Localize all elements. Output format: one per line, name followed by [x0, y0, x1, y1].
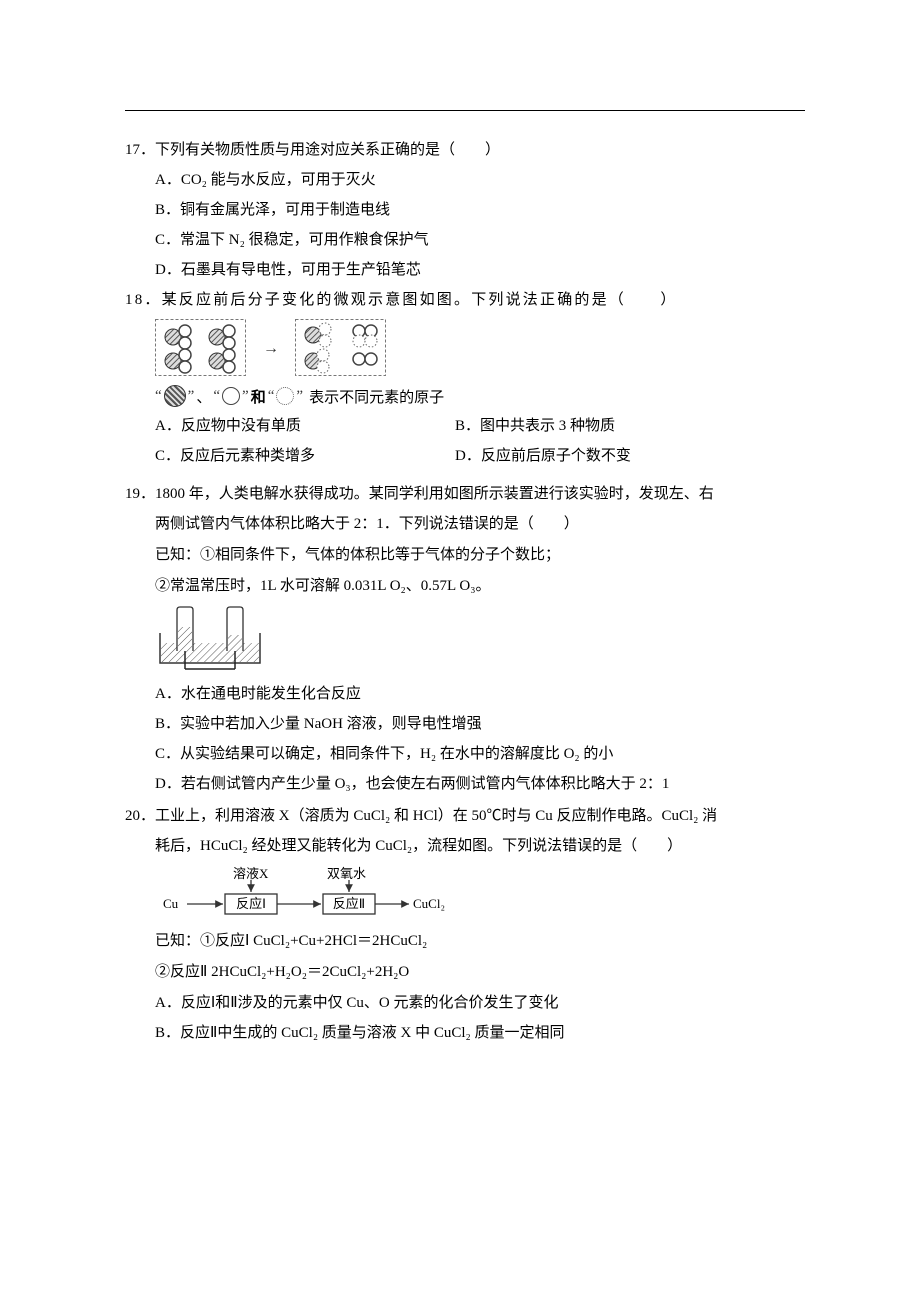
q18-legend-and: 和	[251, 386, 266, 407]
q19-known-2: ②常温常压时，1L 水可溶解 0.031L O₂、0.57L O₃。	[125, 571, 805, 602]
q18-legend-quote-open-2: “	[213, 388, 220, 405]
q18-legend-text: 表示不同元素的原子	[309, 386, 444, 407]
svg-text:双氧水: 双氧水	[327, 866, 366, 881]
q17-opt-b: B．铜有金属光泽，可用于制造电线	[125, 195, 805, 225]
q17-stem: 17．下列有关物质性质与用途对应关系正确的是（ ）	[125, 135, 805, 165]
q19-opt-c: C．从实验结果可以确定，相同条件下，H₂ 在水中的溶解度比 O₂ 的小	[125, 739, 805, 769]
q18-legend-quote-close-3: ”	[296, 388, 303, 405]
q19-stem-line1: 19．1800 年，人类电解水获得成功。某同学利用如图所示装置进行该实验时，发现…	[125, 479, 805, 509]
q18-opt-a: A．反应物中没有单质	[155, 411, 455, 441]
hatched-atom-icon	[164, 385, 186, 407]
q19-apparatus	[125, 605, 805, 675]
q18-stem: 18．某反应前后分子变化的微观示意图如图。下列说法正确的是（ ）	[125, 285, 805, 315]
q20-flowchart: 反应Ⅰ 反应Ⅱ Cu 溶液X 双氧水 CuCl₂	[125, 866, 805, 922]
q19-opt-d: D．若右侧试管内产生少量 O₃，也会使左右两侧试管内气体体积比略大于 2：1	[125, 769, 805, 799]
q20-opt-a: A．反应Ⅰ和Ⅱ涉及的元素中仅 Cu、O 元素的化合价发生了变化	[125, 988, 805, 1018]
q18-opt-c: C．反应后元素种类增多	[155, 441, 455, 471]
q18-diagram: →	[125, 319, 805, 381]
q20-known-2: ②反应Ⅱ 2HCuCl₂+H₂O₂＝2CuCl₂+2H₂O	[125, 957, 805, 988]
q18-legend-comma: 、	[196, 386, 211, 407]
q18-legend: “ ” 、 “ ” 和 “ ” 表示不同元素的原子	[125, 385, 805, 407]
q17-opt-a: A．CO₂ 能与水反应，可用于灭火	[125, 165, 805, 195]
q18-legend-quote-open-3: “	[268, 388, 275, 405]
svg-text:CuCl₂: CuCl₂	[413, 896, 445, 911]
q17-opt-d: D．石墨具有导电性，可用于生产铅笔芯	[125, 255, 805, 285]
q20-opt-b: B．反应Ⅱ中生成的 CuCl₂ 质量与溶液 X 中 CuCl₂ 质量一定相同	[125, 1018, 805, 1048]
svg-text:反应Ⅱ: 反应Ⅱ	[333, 896, 365, 911]
q19-opt-b: B．实验中若加入少量 NaOH 溶液，则导电性增强	[125, 709, 805, 739]
open-atom-icon	[222, 387, 240, 405]
q18-legend-quote-open-1: “	[155, 388, 162, 405]
svg-text:→: →	[263, 340, 279, 357]
svg-text:Cu: Cu	[163, 896, 179, 911]
svg-text:溶液X: 溶液X	[233, 866, 269, 881]
q17-opt-c: C．常温下 N₂ 很稳定，可用作粮食保护气	[125, 225, 805, 255]
q18-legend-quote-close-2: ”	[242, 388, 249, 405]
svg-text:反应Ⅰ: 反应Ⅰ	[236, 896, 266, 911]
q18-legend-quote-close-1: ”	[188, 388, 195, 405]
q18-opt-b: B．图中共表示 3 种物质	[455, 411, 805, 441]
q18-opt-d: D．反应前后原子个数不变	[455, 441, 805, 471]
q20-known-1: 已知：①反应Ⅰ CuCl₂+Cu+2HCl＝2HCuCl₂	[125, 926, 805, 957]
q20-stem-line1: 20．工业上，利用溶液 X（溶质为 CuCl₂ 和 HCl）在 50℃时与 Cu…	[125, 801, 805, 831]
q19-opt-a: A．水在通电时能发生化合反应	[125, 679, 805, 709]
q19-stem-line2: 两侧试管内气体体积比略大于 2：1．下列说法错误的是（ ）	[125, 509, 805, 540]
dashed-atom-icon	[276, 387, 294, 405]
q20-stem-line2: 耗后，HCuCl₂ 经处理又能转化为 CuCl₂，流程如图。下列说法错误的是（ …	[125, 831, 805, 862]
q19-known-1: 已知：①相同条件下，气体的体积比等于气体的分子个数比；	[125, 540, 805, 571]
